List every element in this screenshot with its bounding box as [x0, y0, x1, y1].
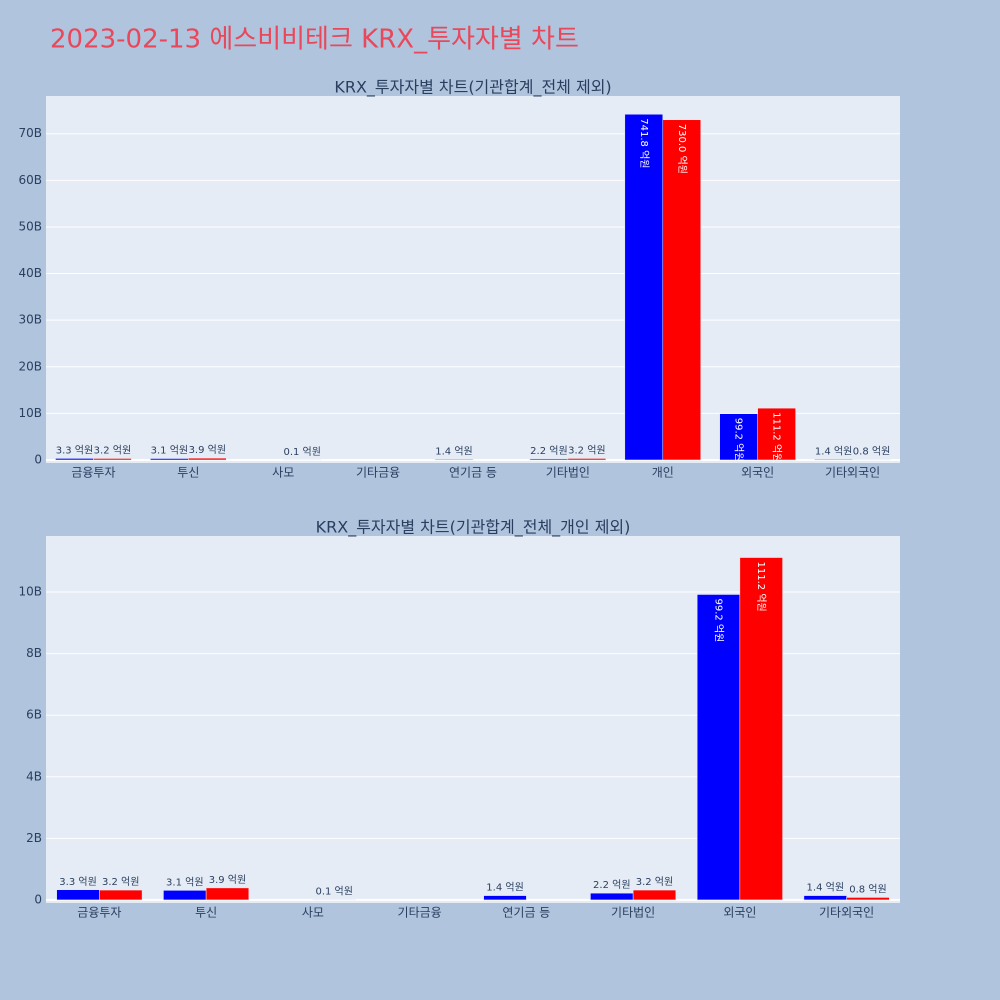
data-label: 0.1 억원	[315, 886, 352, 898]
y-tick-label: 10B	[18, 585, 42, 599]
y-tick-label: 30B	[18, 313, 42, 327]
data-label: 99.2 억원	[733, 418, 745, 462]
page-title: 2023-02-13 에스비비테크 KRX_투자자별 차트	[50, 25, 579, 55]
x-tick-label: 기타법인	[611, 906, 655, 920]
y-tick-label: 4B	[26, 769, 42, 783]
bar	[434, 459, 474, 461]
data-label: 1.4 억원	[435, 445, 472, 457]
bar	[739, 557, 783, 901]
x-tick-label: 기타외국인	[819, 906, 874, 920]
y-tick-label: 70B	[18, 126, 42, 140]
bar	[590, 892, 634, 901]
data-label: 111.2 억원	[771, 412, 783, 462]
y-tick-label: 10B	[18, 406, 42, 420]
x-tick-label: 기타외국인	[825, 466, 880, 480]
x-tick-label: 외국인	[723, 906, 756, 920]
bar	[205, 887, 250, 901]
bar	[93, 458, 132, 461]
bar	[150, 458, 189, 461]
data-label: 3.9 억원	[209, 874, 246, 886]
x-tick-label: 개인	[652, 466, 674, 480]
data-label: 0.8 억원	[849, 883, 886, 895]
y-tick-label: 0	[34, 452, 42, 466]
x-tick-label: 사모	[302, 906, 324, 920]
bar	[483, 895, 527, 901]
bar	[632, 889, 677, 901]
data-label: 99.2 억원	[713, 598, 725, 642]
x-tick-label: 기타법인	[546, 466, 590, 480]
bar	[757, 407, 796, 461]
x-tick-label: 기타금융	[398, 906, 442, 920]
bar	[846, 897, 890, 901]
y-tick-label: 8B	[26, 646, 42, 660]
bar	[55, 458, 94, 461]
chart-title: KRX_투자자별 차트(기관합계_전체 제외)	[334, 78, 611, 98]
bar	[99, 889, 143, 901]
bar	[814, 459, 853, 461]
x-tick-label: 연기금 등	[449, 466, 497, 480]
x-tick-label: 투신	[195, 906, 217, 920]
data-label: 730.0 억원	[676, 124, 688, 174]
plot-area	[46, 96, 900, 463]
y-tick-label: 6B	[26, 708, 42, 722]
data-label: 741.8 억원	[638, 118, 650, 168]
bar	[567, 458, 607, 461]
data-label: 0.1 억원	[283, 446, 320, 458]
x-tick-label: 금융투자	[77, 906, 121, 920]
bar	[803, 895, 847, 901]
y-tick-label: 2B	[26, 831, 42, 845]
data-label: 0.8 억원	[853, 446, 890, 458]
data-label: 3.3 억원	[59, 876, 96, 888]
x-tick-label: 금융투자	[71, 466, 115, 480]
bar	[696, 594, 741, 901]
data-label: 111.2 억원	[755, 562, 767, 612]
bar	[719, 413, 758, 461]
y-tick-label: 60B	[18, 173, 42, 187]
chart-title: KRX_투자자별 차트(기관합계_전체_개인 제외)	[316, 518, 631, 538]
data-label: 3.1 억원	[151, 445, 188, 457]
bar	[56, 889, 100, 901]
y-tick-label: 40B	[18, 266, 42, 280]
bar	[529, 458, 569, 461]
bar	[188, 457, 227, 461]
data-label: 3.2 억원	[636, 876, 673, 888]
data-label: 3.2 억원	[94, 444, 131, 456]
x-tick-label: 투신	[177, 466, 199, 480]
x-tick-label: 연기금 등	[502, 906, 550, 920]
data-label: 1.4 억원	[486, 882, 523, 894]
data-label: 2.2 억원	[530, 445, 567, 457]
data-label: 3.1 억원	[166, 876, 203, 888]
bar	[662, 119, 701, 461]
bar	[624, 114, 664, 461]
data-label: 3.9 억원	[189, 444, 226, 456]
data-label: 3.2 억원	[568, 444, 605, 456]
x-tick-label: 사모	[272, 466, 294, 480]
bar	[163, 890, 207, 901]
y-tick-label: 0	[34, 892, 42, 906]
y-tick-label: 50B	[18, 219, 42, 233]
data-label: 3.2 억원	[102, 876, 139, 888]
data-label: 3.3 억원	[56, 444, 93, 456]
y-tick-label: 20B	[18, 359, 42, 373]
x-tick-label: 외국인	[741, 466, 774, 480]
x-tick-label: 기타금융	[356, 466, 400, 480]
data-label: 2.2 억원	[593, 879, 630, 891]
data-label: 1.4 억원	[807, 882, 844, 894]
data-label: 1.4 억원	[815, 445, 852, 457]
